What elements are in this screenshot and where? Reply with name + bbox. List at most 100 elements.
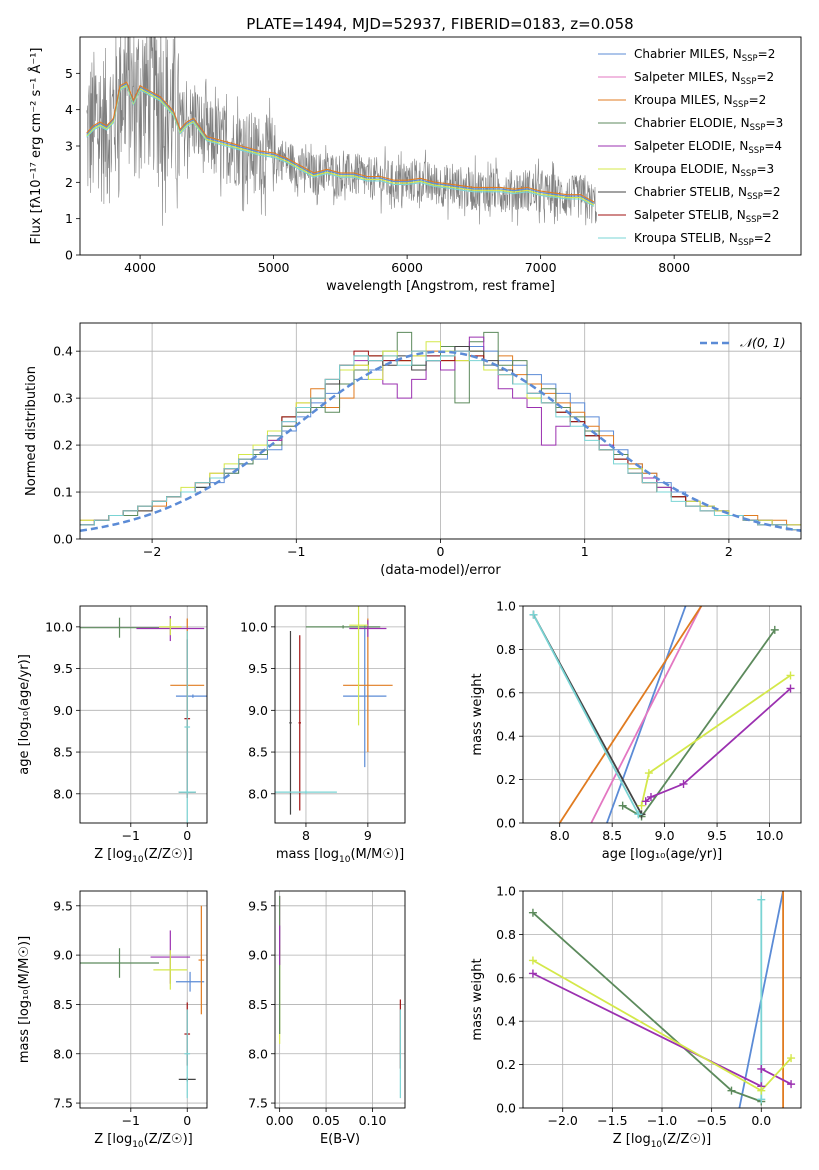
y-axis-label: Normed distribution [24,366,39,496]
weight-line [590,606,703,823]
plot-area [523,606,801,823]
legend-label-sub: SSP [747,192,763,202]
weight-marker [528,969,537,978]
weight-marker [528,956,537,965]
legend-label: Chabrier ELODIE, NSSP=3 [634,116,783,133]
y-axis-label: Flux [fλ10⁻¹⁷ erg cm⁻² s⁻¹ Å⁻¹] [28,48,44,245]
legend-label: 𝒩(0, 1) [740,335,786,350]
legend-label: Chabrier MILES, NSSP=2 [634,47,775,64]
y-axis-label: mass weight [470,958,485,1040]
legend-label-sub: SSP [741,169,757,179]
weight-marker [634,810,643,819]
y-tick-label: 3 [65,139,73,154]
y-tick-label: 1.0 [496,884,516,899]
legend-label-main: Salpeter MILES, N [634,70,741,84]
y-tick-label: 0.1 [53,485,73,500]
y-tick-label: 0.2 [496,772,516,787]
y-tick-label: 9.0 [248,703,268,718]
plot-area [275,891,405,1108]
y-tick-label: 9.5 [53,661,73,676]
legend-label-main: Kroupa MILES, N [634,93,733,107]
legend-label: Kroupa ELODIE, NSSP=3 [634,162,774,179]
y-tick-label: 4 [65,102,73,117]
legend-label-tail: =2 [763,185,781,199]
x-tick-label: −1.5 [597,1113,627,1128]
y-tick-label: 0.0 [496,1101,516,1116]
y-tick-label: 0.8 [496,642,516,657]
x-tick-label: 0 [437,544,445,559]
histogram-step [80,350,801,531]
x-tick-label: −1.0 [647,1113,677,1128]
y-tick-label: 0.6 [496,970,516,985]
legend-label-sub: SSP [733,100,749,110]
x-axis-label-main: Z [log [94,1132,132,1147]
y-tick-label: 1 [65,211,73,226]
weight-marker [727,1086,736,1095]
axes-frame [79,322,802,540]
legend-label: Salpeter ELODIE, NSSP=4 [634,139,782,156]
legend-label-tail: =3 [766,116,784,130]
y-tick-label: 0.4 [496,729,516,744]
legend-label-tail: =2 [749,93,767,107]
y-axis-label: mass weight [470,673,485,755]
x-tick-label: 7000 [525,260,557,275]
legend-label-sub: SSP [741,77,757,87]
y-tick-label: 0.4 [496,1014,516,1029]
weight-marker [757,895,766,904]
y-tick-label: 0.6 [496,685,516,700]
x-tick-label: 0 [183,828,191,843]
x-axis-label: (data-model)/error [380,563,501,578]
x-axis-label-sub: 10 [651,1140,663,1150]
x-tick-label: 0.10 [359,1113,387,1128]
mass-vs-ebv-panel: 0.00 0.05 0.10 7.5 8.0 8.5 9.0 9.5 E(B-V) [248,890,406,1147]
x-tick-label: −1 [122,828,140,843]
plot-area [80,891,207,1108]
y-tick-label: 0.0 [496,816,516,831]
legend-label-tail: =2 [756,70,774,84]
axes-frame [79,36,802,256]
figure-title: PLATE=1494, MJD=52937, FIBERID=0183, z=0… [246,15,633,33]
x-tick-label: 2 [725,544,733,559]
legend-label-tail: =4 [764,139,782,153]
weight-marker [529,610,538,619]
plot-area [86,37,597,226]
y-axis-label: mass [log₁₀(M/M☉)] [17,936,32,1063]
model-spectrum-line [86,82,595,204]
y-tick-label: 2 [65,175,73,190]
y-tick-label: 0.0 [53,532,73,547]
x-tick-label: 0.05 [312,1113,340,1128]
x-tick-label: 0.00 [266,1113,294,1128]
observed-spectrum [86,37,597,226]
x-axis-label-main: Z [log [613,1132,651,1147]
x-axis-label-sub: 10 [132,855,144,865]
x-axis-label: Z [log10(Z/Z☉)] [94,847,192,865]
model-spectrum-line [86,81,595,203]
weight-marker [528,908,537,917]
weight-marker [644,769,653,778]
y-tick-label: 0.2 [53,438,73,453]
weight-line [558,606,703,823]
weight-marker [787,1054,796,1063]
legend-label: Kroupa MILES, NSSP=2 [634,93,766,110]
legend-label-tail: =2 [758,47,776,61]
x-tick-label: 0.0 [751,1113,771,1128]
x-axis-label-tail: (Z/Z☉)] [662,1132,711,1147]
x-axis-label-tail: (M/M☉)] [350,847,404,862]
model-spectrum-line [86,85,595,207]
y-tick-label: 8.0 [53,1046,73,1061]
weight-marker [757,1086,766,1095]
legend-label: Salpeter STELIB, NSSP=2 [634,208,779,225]
y-tick-label: 10.0 [45,619,73,634]
y-tick-label: 9.5 [248,898,268,913]
weight-marker [646,792,655,801]
x-tick-label: −1 [287,544,305,559]
x-tick-label: 0 [183,1113,191,1128]
x-axis-label: Z [log10(Z/Z☉)] [94,1132,192,1150]
x-tick-label: 5000 [258,260,290,275]
model-spectrum-line [86,84,595,206]
x-tick-label: 4000 [124,260,156,275]
legend-label-tail: =2 [762,208,780,222]
weight-vs-age-panel: 8.0 8.5 9.0 9.5 10.0 0.0 0.2 0.4 0.6 0.8 1.0 age [l… [470,599,802,862]
weight-marker [770,625,779,634]
